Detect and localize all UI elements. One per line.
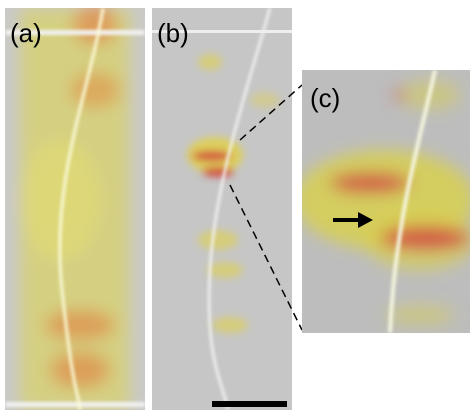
panel-label: (b) bbox=[157, 18, 189, 48]
panel-b bbox=[152, 8, 292, 410]
panel-label: (a) bbox=[10, 18, 42, 48]
figure: (a) (b) (c) bbox=[0, 0, 474, 412]
panel-label: (c) bbox=[310, 83, 340, 113]
panel-a bbox=[5, 5, 145, 410]
